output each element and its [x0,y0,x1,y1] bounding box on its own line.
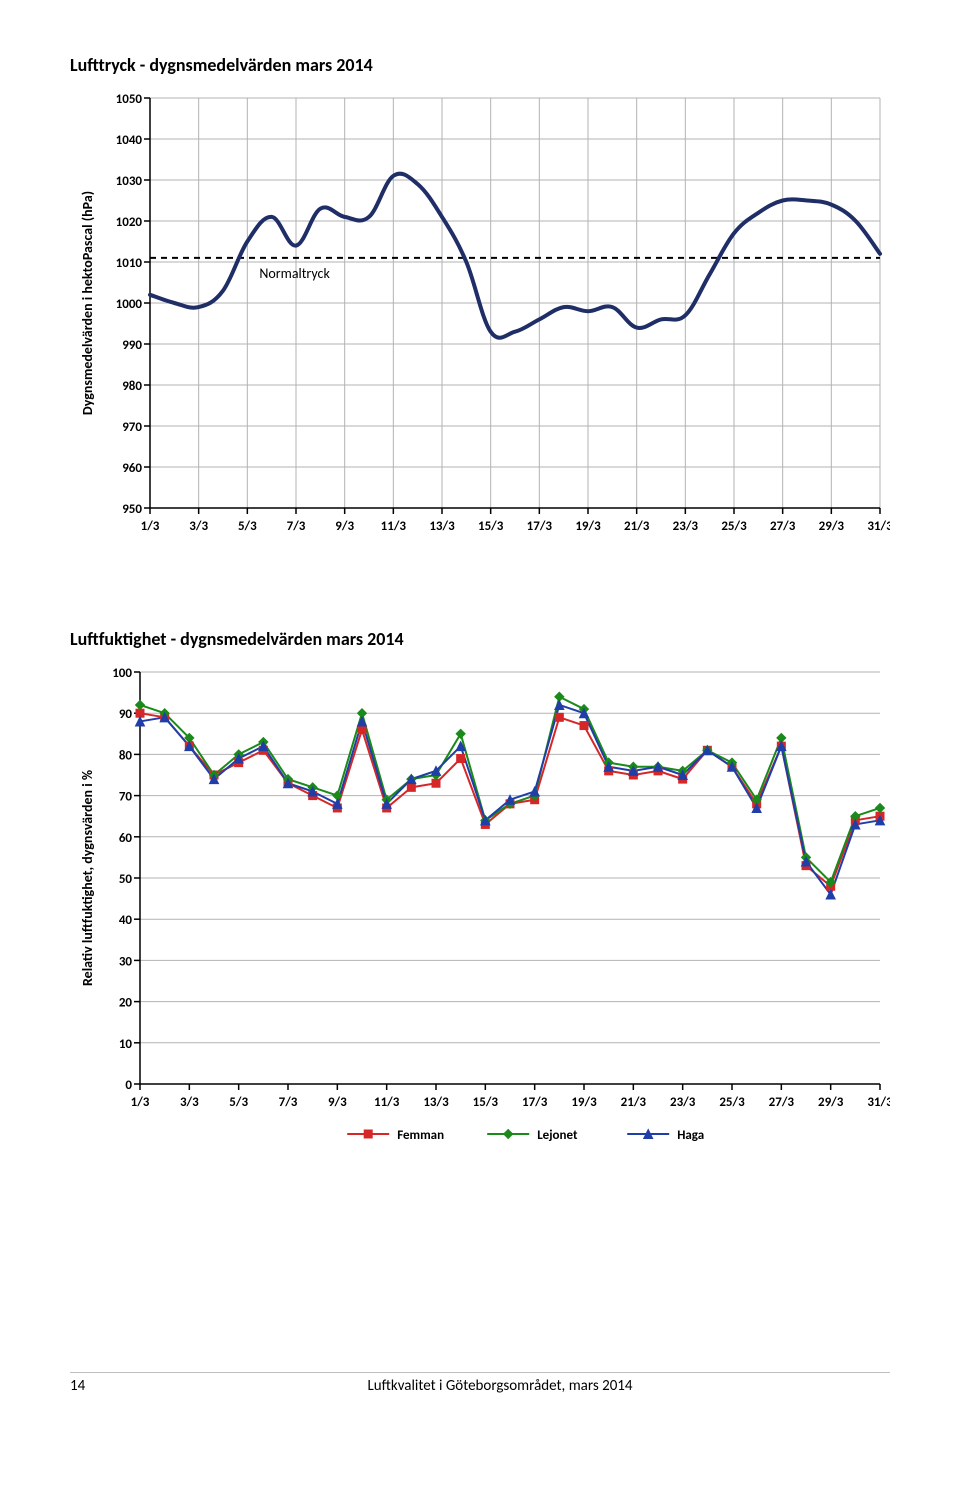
svg-text:31/3: 31/3 [867,1095,890,1110]
svg-text:5/3: 5/3 [238,519,257,534]
svg-text:1020: 1020 [116,215,143,230]
svg-text:90: 90 [119,707,133,722]
svg-text:17/3: 17/3 [522,1095,548,1110]
humidity-chart: 0 10 20 30 40 50 60 70 80 90 100 1/3 3/3 5/3 7/3 9/3 11/… [70,662,890,1162]
svg-text:11/3: 11/3 [381,519,407,534]
svg-text:60: 60 [119,831,133,846]
svg-text:3/3: 3/3 [189,519,208,534]
svg-text:960: 960 [122,461,142,476]
svg-text:19/3: 19/3 [575,519,601,534]
svg-text:990: 990 [122,338,142,353]
svg-text:20: 20 [119,996,133,1011]
svg-text:21/3: 21/3 [624,519,650,534]
svg-text:Femman: Femman [397,1128,444,1143]
svg-text:1000: 1000 [116,297,143,312]
svg-text:23/3: 23/3 [670,1095,696,1110]
svg-text:950: 950 [122,502,142,517]
svg-text:23/3: 23/3 [673,519,699,534]
svg-text:27/3: 27/3 [770,519,796,534]
pressure-chart: 950 960 970 980 990 1000 1010 1020 1030 1040 1050 1… [70,88,890,548]
svg-text:50: 50 [119,872,133,887]
svg-text:1040: 1040 [116,133,143,148]
svg-text:5/3: 5/3 [229,1095,248,1110]
svg-text:17/3: 17/3 [527,519,553,534]
svg-text:30: 30 [119,954,133,969]
svg-text:3/3: 3/3 [180,1095,199,1110]
svg-text:21/3: 21/3 [621,1095,647,1110]
svg-text:11/3: 11/3 [374,1095,400,1110]
svg-text:31/3: 31/3 [867,519,890,534]
svg-text:15/3: 15/3 [473,1095,499,1110]
svg-text:70: 70 [119,790,133,805]
footer-text: Luftkvalitet i Göteborgsområdet, mars 20… [110,1377,890,1395]
svg-text:1010: 1010 [116,256,143,271]
svg-text:1050: 1050 [116,92,143,107]
svg-text:13/3: 13/3 [429,519,455,534]
svg-text:7/3: 7/3 [279,1095,298,1110]
page-number: 14 [70,1377,110,1395]
svg-text:27/3: 27/3 [769,1095,795,1110]
svg-text:25/3: 25/3 [721,519,747,534]
svg-text:Dygnsmedelvärden i hektoPascal: Dygnsmedelvärden i hektoPascal (hPa) [79,191,96,415]
svg-text:Haga: Haga [677,1128,704,1143]
svg-text:1/3: 1/3 [131,1095,150,1110]
svg-text:Relativ luftfuktighet, dygnsvä: Relativ luftfuktighet, dygnsvärden i % [79,770,96,986]
svg-text:13/3: 13/3 [423,1095,449,1110]
svg-text:0: 0 [125,1078,132,1093]
svg-text:9/3: 9/3 [328,1095,347,1110]
svg-text:29/3: 29/3 [819,519,845,534]
page-footer: 14 Luftkvalitet i Göteborgsområdet, mars… [70,1372,890,1395]
svg-text:980: 980 [122,379,142,394]
chart1-title: Lufttryck - dygnsmedelvärden mars 2014 [70,54,890,76]
svg-text:10: 10 [119,1037,133,1052]
svg-text:80: 80 [119,748,133,763]
svg-text:Lejonet: Lejonet [537,1128,578,1143]
chart2-title: Luftfuktighet - dygnsmedelvärden mars 20… [70,628,890,650]
svg-text:29/3: 29/3 [818,1095,844,1110]
svg-text:15/3: 15/3 [478,519,504,534]
svg-text:19/3: 19/3 [571,1095,597,1110]
svg-text:7/3: 7/3 [287,519,306,534]
svg-text:970: 970 [122,420,142,435]
svg-text:40: 40 [119,913,133,928]
svg-text:Normaltryck: Normaltryck [259,265,330,282]
svg-text:1030: 1030 [116,174,143,189]
svg-text:25/3: 25/3 [719,1095,745,1110]
svg-text:9/3: 9/3 [335,519,354,534]
svg-text:1/3: 1/3 [141,519,160,534]
svg-text:100: 100 [112,666,132,681]
